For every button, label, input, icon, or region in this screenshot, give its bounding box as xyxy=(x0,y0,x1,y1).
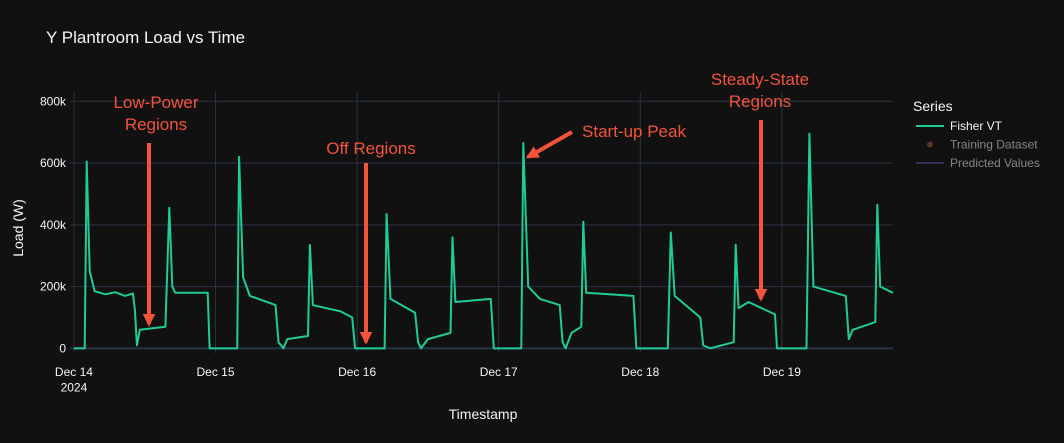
x-tick-label: Dec 16 xyxy=(338,365,376,379)
chart-title: Y Plantroom Load vs Time xyxy=(46,28,245,47)
annotation-text: Start-up Peak xyxy=(582,122,686,141)
y-tick-label: 600k xyxy=(40,156,67,170)
x-tick-label: Dec 17 xyxy=(480,365,518,379)
x-tick-label: Dec 18 xyxy=(621,365,659,379)
legend-label: Predicted Values xyxy=(950,156,1040,170)
y-tick-label: 400k xyxy=(40,218,67,232)
y-tick-label: 800k xyxy=(40,94,67,108)
x-axis-title: Timestamp xyxy=(449,406,518,422)
y-tick-label: 200k xyxy=(40,280,67,294)
annotation-text: Steady-State Regions xyxy=(711,70,809,111)
legend-label: Training Dataset xyxy=(950,138,1038,152)
annotation-text: Off Regions xyxy=(326,139,415,158)
annotation-text: Low-Power Regions xyxy=(113,93,198,134)
y-tick-label: 0 xyxy=(59,341,66,355)
legend-item: Predicted Values xyxy=(916,156,1040,170)
annotation-arrow xyxy=(525,130,573,159)
x-tick-label: Dec 14 2024 xyxy=(55,365,93,395)
data-line xyxy=(73,132,894,350)
legend-item: Training Dataset xyxy=(927,138,1038,152)
legend-item: Fisher VT xyxy=(916,119,1003,133)
y-axis-title: Load (W) xyxy=(10,199,26,257)
legend-title: Series xyxy=(913,98,953,114)
legend-symbol xyxy=(927,141,933,148)
x-tick-label: Dec 19 xyxy=(763,365,801,379)
legend-label: Fisher VT xyxy=(950,119,1003,133)
x-tick-label: Dec 15 xyxy=(197,365,235,379)
